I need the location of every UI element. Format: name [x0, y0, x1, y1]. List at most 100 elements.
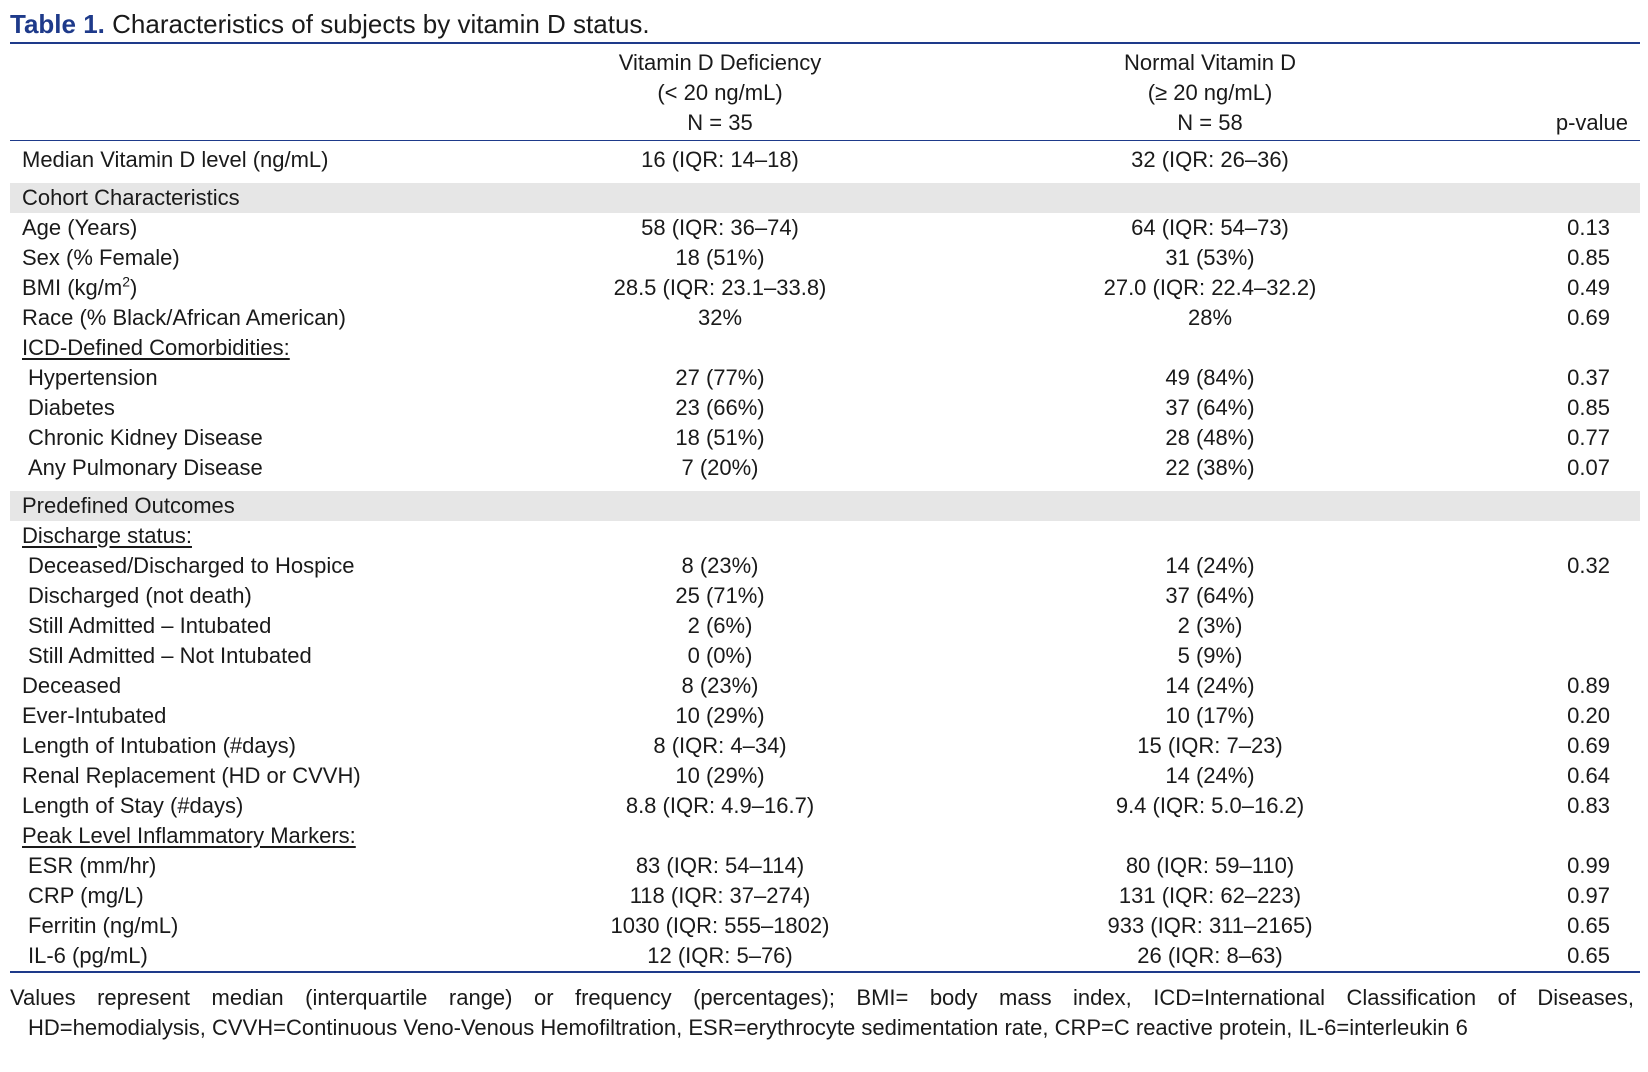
table-row: Still Admitted – Intubated 2 (6%) 2 (3%)	[10, 611, 1640, 641]
deficiency-value: 25 (71%)	[675, 583, 765, 608]
row-label-text: ESR (mm/hr)	[28, 853, 157, 878]
bottom-rule	[10, 971, 1640, 973]
table-row: Deceased/Discharged to Hospice 8 (23%) 14 …	[10, 551, 1640, 581]
header-col2-line1: Normal Vitamin D	[1124, 50, 1296, 75]
p-value: 0.20	[1567, 703, 1610, 728]
row-label-text: ICD-Defined Comorbidities:	[22, 335, 290, 360]
deficiency-value: 8 (IQR: 4–34)	[653, 733, 787, 758]
deficiency-value: 10 (29%)	[675, 703, 765, 728]
deficiency-value: 0 (0%)	[687, 643, 753, 668]
p-value: 0.13	[1567, 215, 1610, 240]
row-label: Ever-Intubated	[22, 701, 166, 731]
row-label: Age (Years)	[22, 213, 137, 243]
header-normal-vitamin-d: Normal Vitamin D (≥ 20 ng/mL) N = 58	[1050, 48, 1370, 138]
deficiency-value: 12 (IQR: 5–76)	[647, 943, 793, 968]
row-label-text: Deceased	[22, 673, 122, 698]
row-label-text: Deceased/Discharged to Hospice	[28, 553, 355, 578]
table-footnote: Values represent median (interquartile r…	[10, 983, 1640, 1043]
deficiency-value: 27 (77%)	[675, 365, 765, 390]
row-label: Ferritin (ng/mL)	[28, 911, 178, 941]
row-label-text: Still Admitted – Intubated	[28, 613, 272, 638]
deficiency-value: 28.5 (IQR: 23.1–33.8)	[613, 275, 827, 300]
table-row: Renal Replacement (HD or CVVH) 10 (29%) 14…	[10, 761, 1640, 791]
row-label-text: Ferritin (ng/mL)	[28, 913, 179, 938]
normal-value: 14 (24%)	[1165, 673, 1255, 698]
p-value: 0.37	[1567, 365, 1610, 390]
normal-value: 5 (9%)	[1177, 643, 1243, 668]
table-row: Chronic Kidney Disease 18 (51%) 28 (48%) 0.…	[10, 423, 1640, 453]
row-label-text: Still Admitted – Not Intubated	[28, 643, 312, 668]
p-value: 0.32	[1567, 553, 1610, 578]
p-value: 0.65	[1567, 913, 1610, 938]
p-value: 0.89	[1567, 673, 1610, 698]
table-row: IL-6 (pg/mL) 12 (IQR: 5–76) 26 (IQR: 8–63)…	[10, 941, 1640, 971]
p-value: 0.97	[1567, 883, 1610, 908]
table-row: Length of Stay (#days) 8.8 (IQR: 4.9–16.7…	[10, 791, 1640, 821]
header-col2-line2: (≥ 20 ng/mL)	[1147, 80, 1273, 105]
top-rule	[10, 42, 1640, 44]
row-label: Sex (% Female)	[22, 243, 180, 273]
section-label: Cohort Characteristics	[22, 183, 240, 213]
row-label: IL-6 (pg/mL)	[28, 941, 148, 971]
row-label-text: Diabetes	[28, 395, 115, 420]
normal-value: 49 (84%)	[1165, 365, 1255, 390]
header-rule	[10, 140, 1640, 141]
footnote-line-1: Values represent median (interquartile r…	[10, 985, 1634, 1010]
row-label: Race (% Black/African American)	[22, 303, 346, 333]
table-caption: Characteristics of subjects by vitamin D…	[112, 9, 650, 39]
normal-value: 26 (IQR: 8–63)	[1137, 943, 1283, 968]
table-row: ICD-Defined Comorbidities:	[10, 333, 1640, 363]
p-value: 0.85	[1567, 245, 1610, 270]
p-value: 0.65	[1567, 943, 1610, 968]
normal-value: 37 (64%)	[1165, 395, 1255, 420]
row-label: BMI (kg/m2)	[22, 273, 137, 303]
row-label: Hypertension	[28, 363, 158, 393]
table-row: Discharged (not death) 25 (71%) 37 (64%)	[10, 581, 1640, 611]
deficiency-value: 18 (51%)	[675, 245, 765, 270]
row-label-text: Race (% Black/African American)	[22, 305, 346, 330]
row-label-text: Predefined Outcomes	[22, 493, 235, 518]
normal-value: 14 (24%)	[1165, 553, 1255, 578]
table-row: Ferritin (ng/mL) 1030 (IQR: 555–1802) 933 …	[10, 911, 1640, 941]
normal-value: 2 (3%)	[1177, 613, 1243, 638]
table-row: Hypertension 27 (77%) 49 (84%) 0.37	[10, 363, 1640, 393]
deficiency-value: 2 (6%)	[687, 613, 753, 638]
deficiency-value: 7 (20%)	[681, 455, 759, 480]
table-row: CRP (mg/L) 118 (IQR: 37–274) 131 (IQR: 62–…	[10, 881, 1640, 911]
normal-value: 15 (IQR: 7–23)	[1137, 733, 1283, 758]
p-value: 0.77	[1567, 425, 1610, 450]
p-value: 0.64	[1567, 763, 1610, 788]
deficiency-value: 8.8 (IQR: 4.9–16.7)	[625, 793, 815, 818]
row-label: Deceased	[22, 671, 121, 701]
row-label: Length of Intubation (#days)	[22, 731, 296, 761]
superscript: 2	[122, 273, 131, 290]
section-header-row: Predefined Outcomes	[10, 491, 1640, 521]
deficiency-value: 10 (29%)	[675, 763, 765, 788]
normal-value: 9.4 (IQR: 5.0–16.2)	[1115, 793, 1305, 818]
normal-value: 27.0 (IQR: 22.4–32.2)	[1103, 275, 1317, 300]
row-label: Renal Replacement (HD or CVVH)	[22, 761, 361, 791]
deficiency-value: 32%	[697, 305, 743, 330]
row-label-text: Discharged (not death)	[28, 583, 252, 608]
deficiency-value: 8 (23%)	[681, 553, 759, 578]
row-label-text: Ever-Intubated	[22, 703, 167, 728]
row-label: CRP (mg/L)	[28, 881, 144, 911]
normal-value: 80 (IQR: 59–110)	[1125, 853, 1295, 878]
row-label-text: BMI (kg/m	[22, 275, 123, 300]
deficiency-value: 83 (IQR: 54–114)	[635, 853, 805, 878]
normal-value: 28 (48%)	[1165, 425, 1255, 450]
row-label-text: Sex (% Female)	[22, 245, 180, 270]
normal-value: 22 (38%)	[1165, 455, 1255, 480]
table-row: Ever-Intubated 10 (29%) 10 (17%) 0.20	[10, 701, 1640, 731]
table-row: Diabetes 23 (66%) 37 (64%) 0.85	[10, 393, 1640, 423]
normal-value: 14 (24%)	[1165, 763, 1255, 788]
row-label: ESR (mm/hr)	[28, 851, 156, 881]
normal-value: 131 (IQR: 62–223)	[1118, 883, 1302, 908]
header-col1-line1: Vitamin D Deficiency	[618, 50, 822, 75]
deficiency-value: 118 (IQR: 37–274)	[629, 883, 811, 908]
row-label-text: Chronic Kidney Disease	[28, 425, 263, 450]
table-title: Table 1. Characteristics of subjects by …	[10, 8, 1640, 42]
table-row: Age (Years) 58 (IQR: 36–74) 64 (IQR: 54–73…	[10, 213, 1640, 243]
header-col1-line3: N = 35	[687, 110, 753, 135]
p-value: 0.49	[1567, 275, 1610, 300]
